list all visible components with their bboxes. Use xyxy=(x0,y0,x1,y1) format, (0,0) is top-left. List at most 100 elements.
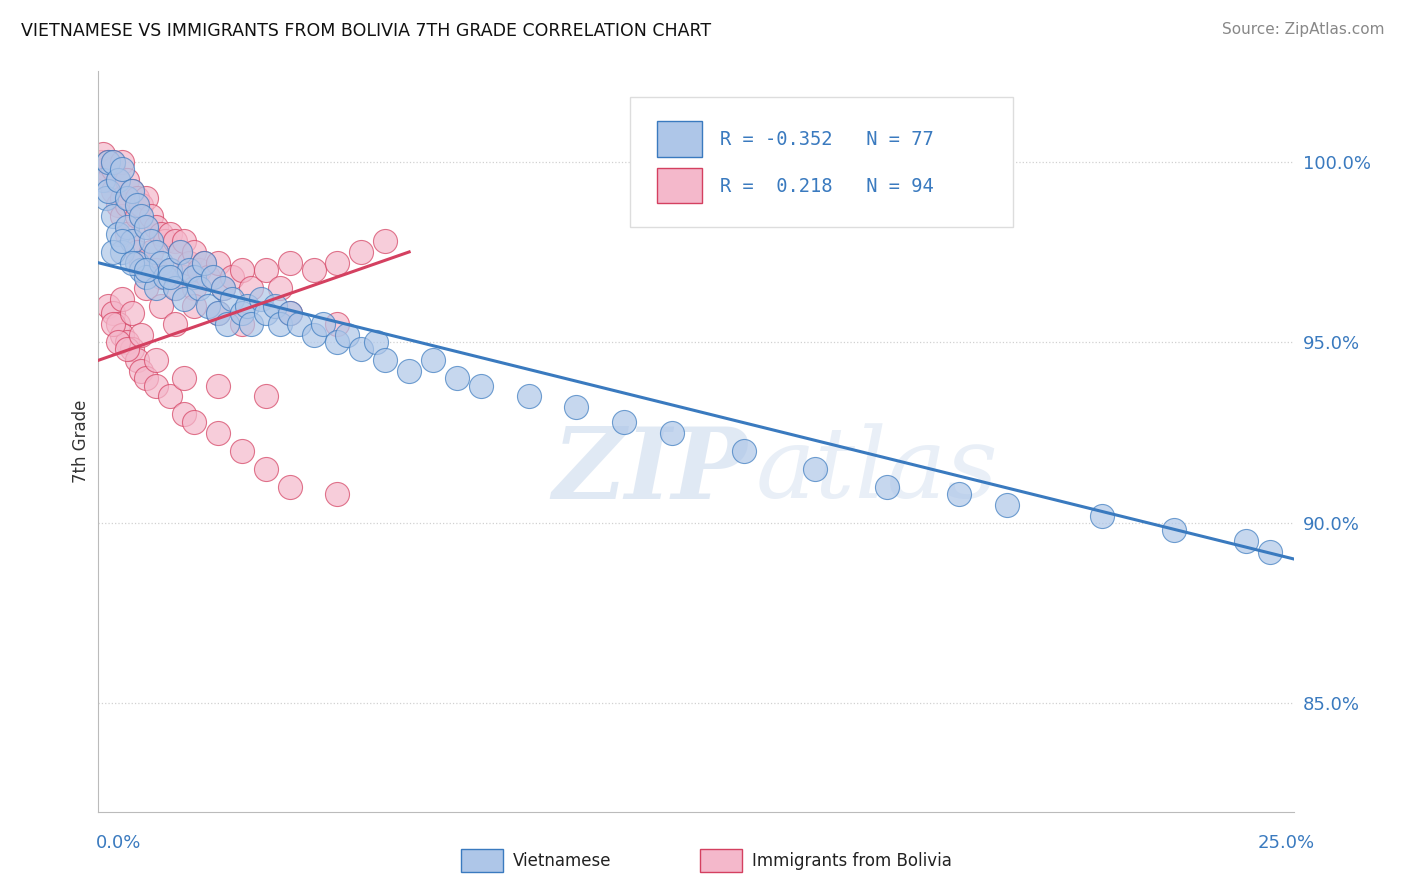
Point xyxy=(183,299,205,313)
Point xyxy=(163,317,186,331)
Point xyxy=(1163,523,1185,537)
Point xyxy=(155,234,177,248)
Point xyxy=(97,299,120,313)
Point xyxy=(1091,508,1114,523)
Point xyxy=(94,191,117,205)
Point xyxy=(121,306,143,320)
Point xyxy=(101,244,124,259)
Point xyxy=(107,198,129,212)
Point xyxy=(135,281,157,295)
Point xyxy=(804,461,827,475)
Point xyxy=(131,328,153,343)
Point xyxy=(163,281,186,295)
Point xyxy=(312,317,335,331)
Point xyxy=(111,154,134,169)
Point xyxy=(211,281,233,295)
Point xyxy=(240,281,263,295)
Point xyxy=(193,256,215,270)
Point xyxy=(173,270,195,285)
Point xyxy=(169,244,191,259)
Point xyxy=(374,234,396,248)
Point xyxy=(183,281,205,295)
Point xyxy=(111,191,134,205)
Point xyxy=(125,256,148,270)
Point xyxy=(350,343,373,357)
Point xyxy=(169,244,191,259)
Point xyxy=(111,161,134,176)
Point xyxy=(145,281,167,295)
Point xyxy=(111,234,134,248)
Text: Vietnamese: Vietnamese xyxy=(513,852,612,870)
Point xyxy=(131,263,153,277)
Point xyxy=(217,317,239,331)
Point xyxy=(101,154,124,169)
Point xyxy=(231,443,253,458)
Point xyxy=(159,270,181,285)
Point xyxy=(326,256,349,270)
Point xyxy=(159,227,181,241)
Point xyxy=(115,335,138,350)
Point xyxy=(211,281,233,295)
Point xyxy=(1258,544,1281,558)
Point xyxy=(145,219,167,234)
Text: atlas: atlas xyxy=(756,424,998,519)
Point xyxy=(111,244,134,259)
Point xyxy=(107,227,129,241)
Point xyxy=(149,299,172,313)
Point xyxy=(193,256,215,270)
Point xyxy=(131,209,153,223)
Point xyxy=(183,244,205,259)
Point xyxy=(139,244,162,259)
Point xyxy=(149,227,172,241)
Point xyxy=(207,306,229,320)
Point xyxy=(187,263,209,277)
Point xyxy=(101,209,124,223)
FancyBboxPatch shape xyxy=(657,121,702,156)
Text: 25.0%: 25.0% xyxy=(1257,834,1315,852)
Point xyxy=(207,425,229,440)
Point xyxy=(135,371,157,385)
Point xyxy=(135,219,157,234)
Point xyxy=(135,263,157,277)
Point xyxy=(125,198,148,212)
Point xyxy=(197,299,219,313)
Point xyxy=(517,389,540,403)
Point xyxy=(145,378,167,392)
Point xyxy=(398,364,420,378)
Point xyxy=(97,154,120,169)
Point xyxy=(470,378,492,392)
Y-axis label: 7th Grade: 7th Grade xyxy=(72,400,90,483)
Point xyxy=(231,317,253,331)
Point xyxy=(876,480,898,494)
Point xyxy=(269,317,291,331)
Point xyxy=(131,256,153,270)
Point xyxy=(121,343,143,357)
Point xyxy=(145,353,167,368)
Point xyxy=(995,498,1018,512)
Point xyxy=(163,281,186,295)
Point xyxy=(101,317,124,331)
Point xyxy=(187,281,209,295)
Point xyxy=(107,172,129,186)
Point xyxy=(101,306,124,320)
Point xyxy=(173,234,195,248)
Point xyxy=(111,328,134,343)
Point xyxy=(183,415,205,429)
Point xyxy=(149,256,172,270)
Point xyxy=(326,487,349,501)
Point xyxy=(94,161,117,176)
Point xyxy=(173,292,195,306)
Text: R = -0.352   N = 77: R = -0.352 N = 77 xyxy=(720,130,934,149)
Point xyxy=(948,487,970,501)
Point xyxy=(111,209,134,223)
Point xyxy=(155,270,177,285)
Point xyxy=(173,408,195,422)
Point xyxy=(145,244,167,259)
Point xyxy=(302,328,325,343)
Text: ZIP: ZIP xyxy=(553,423,748,519)
Point xyxy=(661,425,683,440)
Point xyxy=(269,281,291,295)
Point xyxy=(197,270,219,285)
Point xyxy=(446,371,468,385)
Point xyxy=(125,244,148,259)
